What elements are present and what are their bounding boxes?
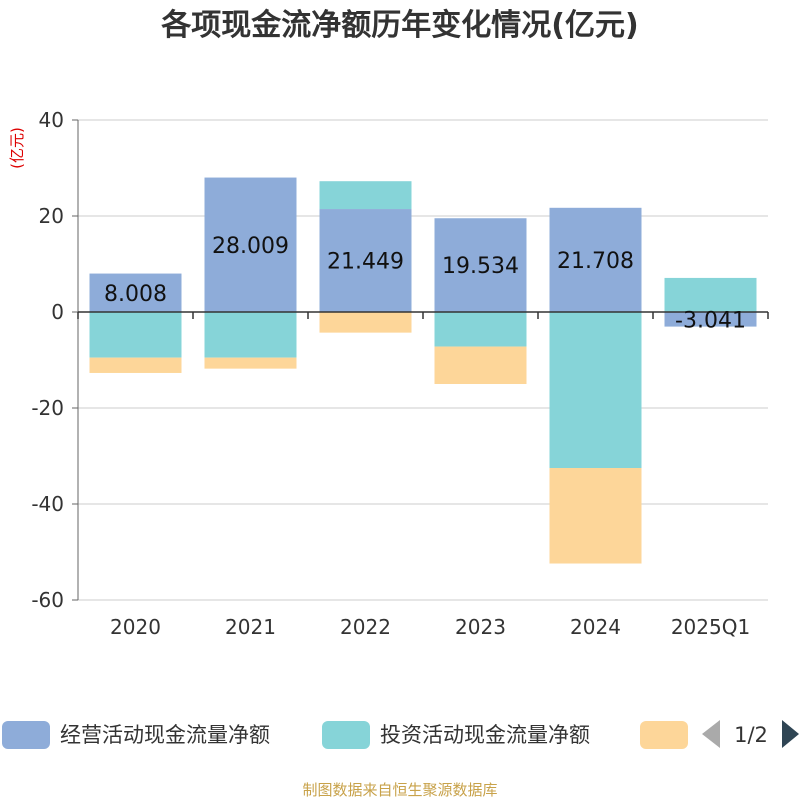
chart-title: 各项现金流净额历年变化情况(亿元) <box>161 8 639 43</box>
x-tick-label: 2020 <box>110 615 161 639</box>
bar-series2-2020[interactable] <box>89 312 182 358</box>
bar-series1-2023[interactable] <box>434 218 527 312</box>
bar-series1-2024[interactable] <box>549 207 642 312</box>
legend-swatch-1[interactable] <box>2 721 50 749</box>
legend-swatch-2[interactable] <box>322 721 370 749</box>
data-label: 21.708 <box>557 249 634 274</box>
x-tick-label: 2022 <box>340 615 391 639</box>
bar-series1-2020[interactable] <box>89 273 182 312</box>
bar-series1-2022[interactable] <box>319 209 412 312</box>
legend-swatch-3[interactable] <box>640 721 688 749</box>
x-tick-label: 2023 <box>455 615 506 639</box>
x-tick-label: 2021 <box>225 615 276 639</box>
bar-series2-2021[interactable] <box>204 312 297 358</box>
bar-series2-2024[interactable] <box>549 312 642 468</box>
data-label: 21.449 <box>327 250 404 275</box>
y-tick-label: -40 <box>31 492 64 516</box>
bar-series3-2023[interactable] <box>434 346 527 384</box>
bar-series3-2024[interactable] <box>549 468 642 564</box>
data-source-note: 制图数据来自恒生聚源数据库 <box>302 781 498 799</box>
bar-series2-2023[interactable] <box>434 312 527 347</box>
legend-label[interactable]: 经营活动现金流量净额 <box>60 723 270 747</box>
data-label: 19.534 <box>442 254 519 279</box>
data-label: 28.009 <box>212 234 289 259</box>
y-tick-label: 40 <box>39 108 64 132</box>
bar-series1-2025Q1[interactable] <box>664 312 757 327</box>
y-axis-label: (亿元) <box>8 127 26 169</box>
y-tick-label: 0 <box>51 300 64 324</box>
bar-series3-2022[interactable] <box>319 312 412 333</box>
triangle-right-icon[interactable] <box>782 720 799 748</box>
bar-series2-2022[interactable] <box>319 181 412 210</box>
bar-series2-2025Q1[interactable] <box>664 277 757 312</box>
y-tick-label: 20 <box>39 204 64 228</box>
triangle-left-icon[interactable] <box>702 720 720 748</box>
legend-label[interactable]: 投资活动现金流量净额 <box>380 723 590 747</box>
bar-series3-2021[interactable] <box>204 357 297 369</box>
x-tick-label: 2024 <box>570 615 621 639</box>
x-tick-label: 2025Q1 <box>671 615 750 639</box>
data-label: -3.041 <box>675 308 746 333</box>
legend-page-indicator: 1/2 <box>734 723 768 747</box>
data-label: 8.008 <box>104 282 167 307</box>
bar-series3-2020[interactable] <box>89 357 182 373</box>
y-tick-label: -20 <box>31 396 64 420</box>
bar-series1-2021[interactable] <box>204 177 297 312</box>
y-tick-label: -60 <box>31 588 64 612</box>
